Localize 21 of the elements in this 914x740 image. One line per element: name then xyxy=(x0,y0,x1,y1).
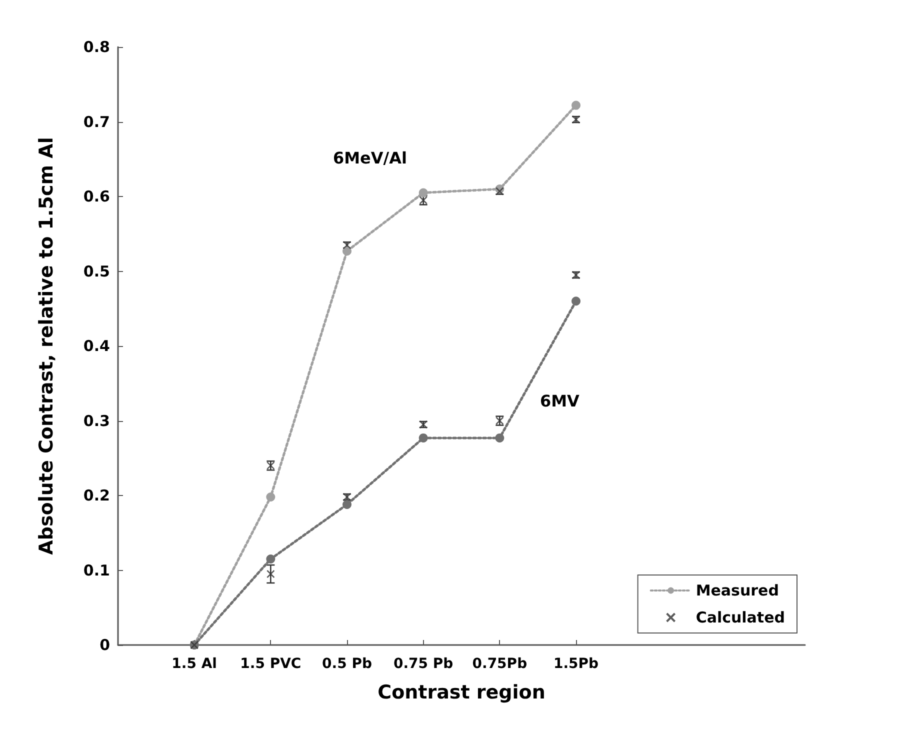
annotation: 6MV xyxy=(540,392,580,410)
x-tick-label: 0.75Pb xyxy=(472,656,528,672)
y-axis-title: Absolute Contrast, relative to 1.5cm Al xyxy=(36,137,58,555)
y-tick-label: 0.2 xyxy=(83,486,110,504)
y-tick-label: 0.5 xyxy=(83,262,110,280)
x-tick-label: 0.75 Pb xyxy=(393,656,454,672)
annotation: 6MeV/Al xyxy=(333,148,407,168)
y-tick-label: 0.4 xyxy=(83,337,110,355)
y-tick-label: 0 xyxy=(100,636,110,654)
y-tick-label: 0.1 xyxy=(83,561,110,580)
x-axis-title: Contrast region xyxy=(378,682,546,704)
x-tick-label: 1.5 Al xyxy=(172,656,217,672)
legend-label: Calculated xyxy=(696,608,785,626)
y-tick-label: 0.6 xyxy=(83,188,110,206)
x-tick-label: 0.5 Pb xyxy=(322,656,372,672)
x-tick-label: 1.5 PVC xyxy=(240,656,302,672)
y-tick-label: 0.7 xyxy=(83,112,110,131)
legend-label: Measured xyxy=(696,582,779,600)
x-tick-label: 1.5Pb xyxy=(553,656,599,672)
y-tick-label: 0.8 xyxy=(83,38,110,56)
y-tick-label: 0.3 xyxy=(83,412,110,430)
